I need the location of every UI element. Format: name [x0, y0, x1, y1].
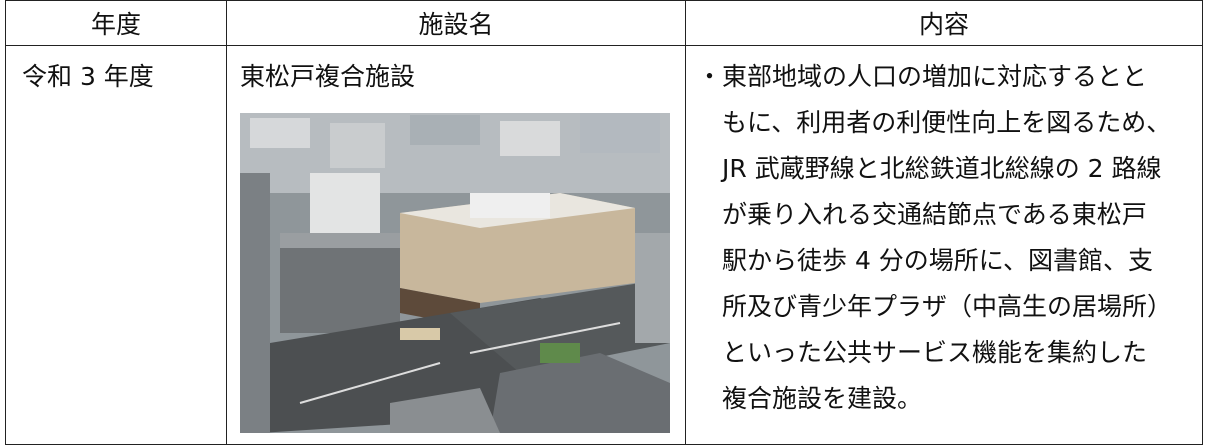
content-line: が乗り入れる交通結節点である東松戸: [722, 200, 1147, 229]
facility-photo: [240, 113, 670, 433]
header-cell: 施設名: [226, 0, 686, 46]
content-line: 複合施設を建設。: [722, 384, 923, 413]
content-line: ・東部地域の人口の増加に対応するとと: [697, 62, 1148, 91]
content-line: JR 武蔵野線と北総鉄道北総線の 2 路線: [722, 154, 1162, 183]
header-text: 内容: [918, 10, 969, 39]
header-cell: 内容: [685, 0, 1203, 46]
content-line: もに、利用者の利便性向上を図るため、: [722, 108, 1172, 137]
facility-name: 東松戸複合施設: [240, 62, 416, 91]
content-line: といった公共サービス機能を集約した: [722, 338, 1148, 367]
content-line: 所及び青少年プラザ（中高生の居場所）: [722, 292, 1173, 321]
header-text: 年度: [90, 10, 141, 39]
content-line: 駅から徒歩 4 分の場所に、図書館、支: [722, 246, 1154, 275]
year: 令和 3 年度: [22, 62, 154, 91]
header-cell: 年度: [5, 0, 227, 46]
body-cell: [5, 45, 227, 445]
header-text: 施設名: [418, 10, 494, 39]
